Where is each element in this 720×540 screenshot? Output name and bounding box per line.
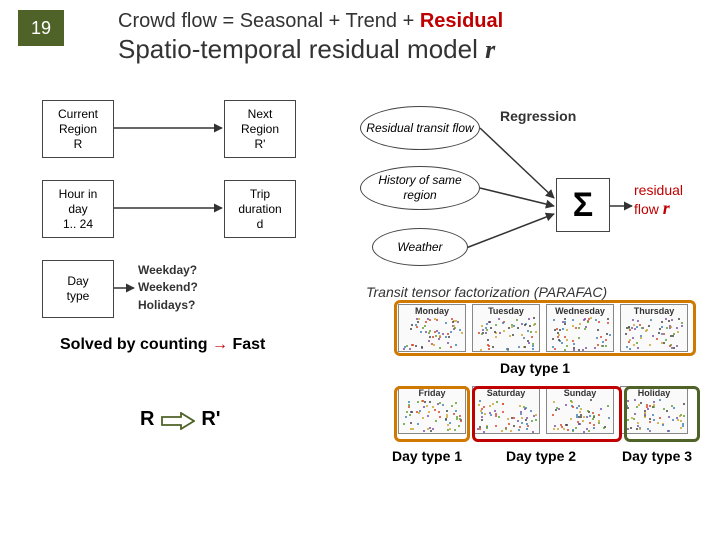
solved-b: Fast (228, 336, 265, 353)
label-residual-flow: residual flow r (634, 182, 683, 219)
box-daytype: Day type (42, 260, 114, 318)
label-residual-a: residual (634, 182, 683, 198)
r-to-rprime: R R' (140, 408, 221, 431)
label-R: R (140, 408, 154, 430)
label-daytype2: Day type 2 (506, 448, 576, 464)
slide-number: 19 (31, 18, 51, 39)
title-line1-a: Crowd flow = Seasonal + Trend + (118, 10, 420, 32)
sigma-box: Σ (556, 178, 610, 232)
slide-root: 19 Crowd flow = Seasonal + Trend + Resid… (0, 0, 720, 540)
box-trip: Trip duration d (224, 180, 296, 238)
sigma-glyph: Σ (573, 186, 593, 225)
oval-weather: Weather (372, 228, 468, 266)
daytype-questions: Weekday? Weekend? Holidays? (138, 262, 198, 314)
label-residual-b: flow (634, 201, 663, 217)
group-daytype2 (472, 386, 622, 442)
box-hour: Hour in day 1.. 24 (42, 180, 114, 238)
arrow-icon (161, 412, 195, 430)
group-daytype1-bottom (394, 386, 470, 442)
label-solved: Solved by counting → Fast (60, 336, 265, 354)
solved-arrow: → (212, 336, 228, 353)
label-residual-c: r (663, 198, 670, 218)
label-daytype1b: Day type 1 (392, 448, 462, 464)
group-daytype1-top (394, 300, 696, 356)
label-daytype1: Day type 1 (500, 360, 570, 376)
solved-a: Solved by counting (60, 336, 212, 353)
label-regression: Regression (500, 108, 576, 124)
label-Rprime: R' (201, 408, 220, 430)
oval-history: History of same region (360, 166, 480, 210)
title-line2-b: r (485, 35, 495, 64)
title-line1-b: Residual (420, 10, 503, 32)
box-next-region: Next Region R' (224, 100, 296, 158)
label-parafac: Transit tensor factorization (PARAFAC) (366, 284, 607, 300)
group-daytype3 (624, 386, 700, 442)
title-line1: Crowd flow = Seasonal + Trend + Residual (118, 10, 503, 33)
slide-number-badge: 19 (18, 10, 64, 46)
label-daytype3: Day type 3 (622, 448, 692, 464)
box-current-region: Current Region R (42, 100, 114, 158)
title-line2: Spatio-temporal residual model r (118, 34, 495, 65)
title-line2-a: Spatio-temporal residual model (118, 34, 485, 64)
oval-transit: Residual transit flow (360, 106, 480, 150)
